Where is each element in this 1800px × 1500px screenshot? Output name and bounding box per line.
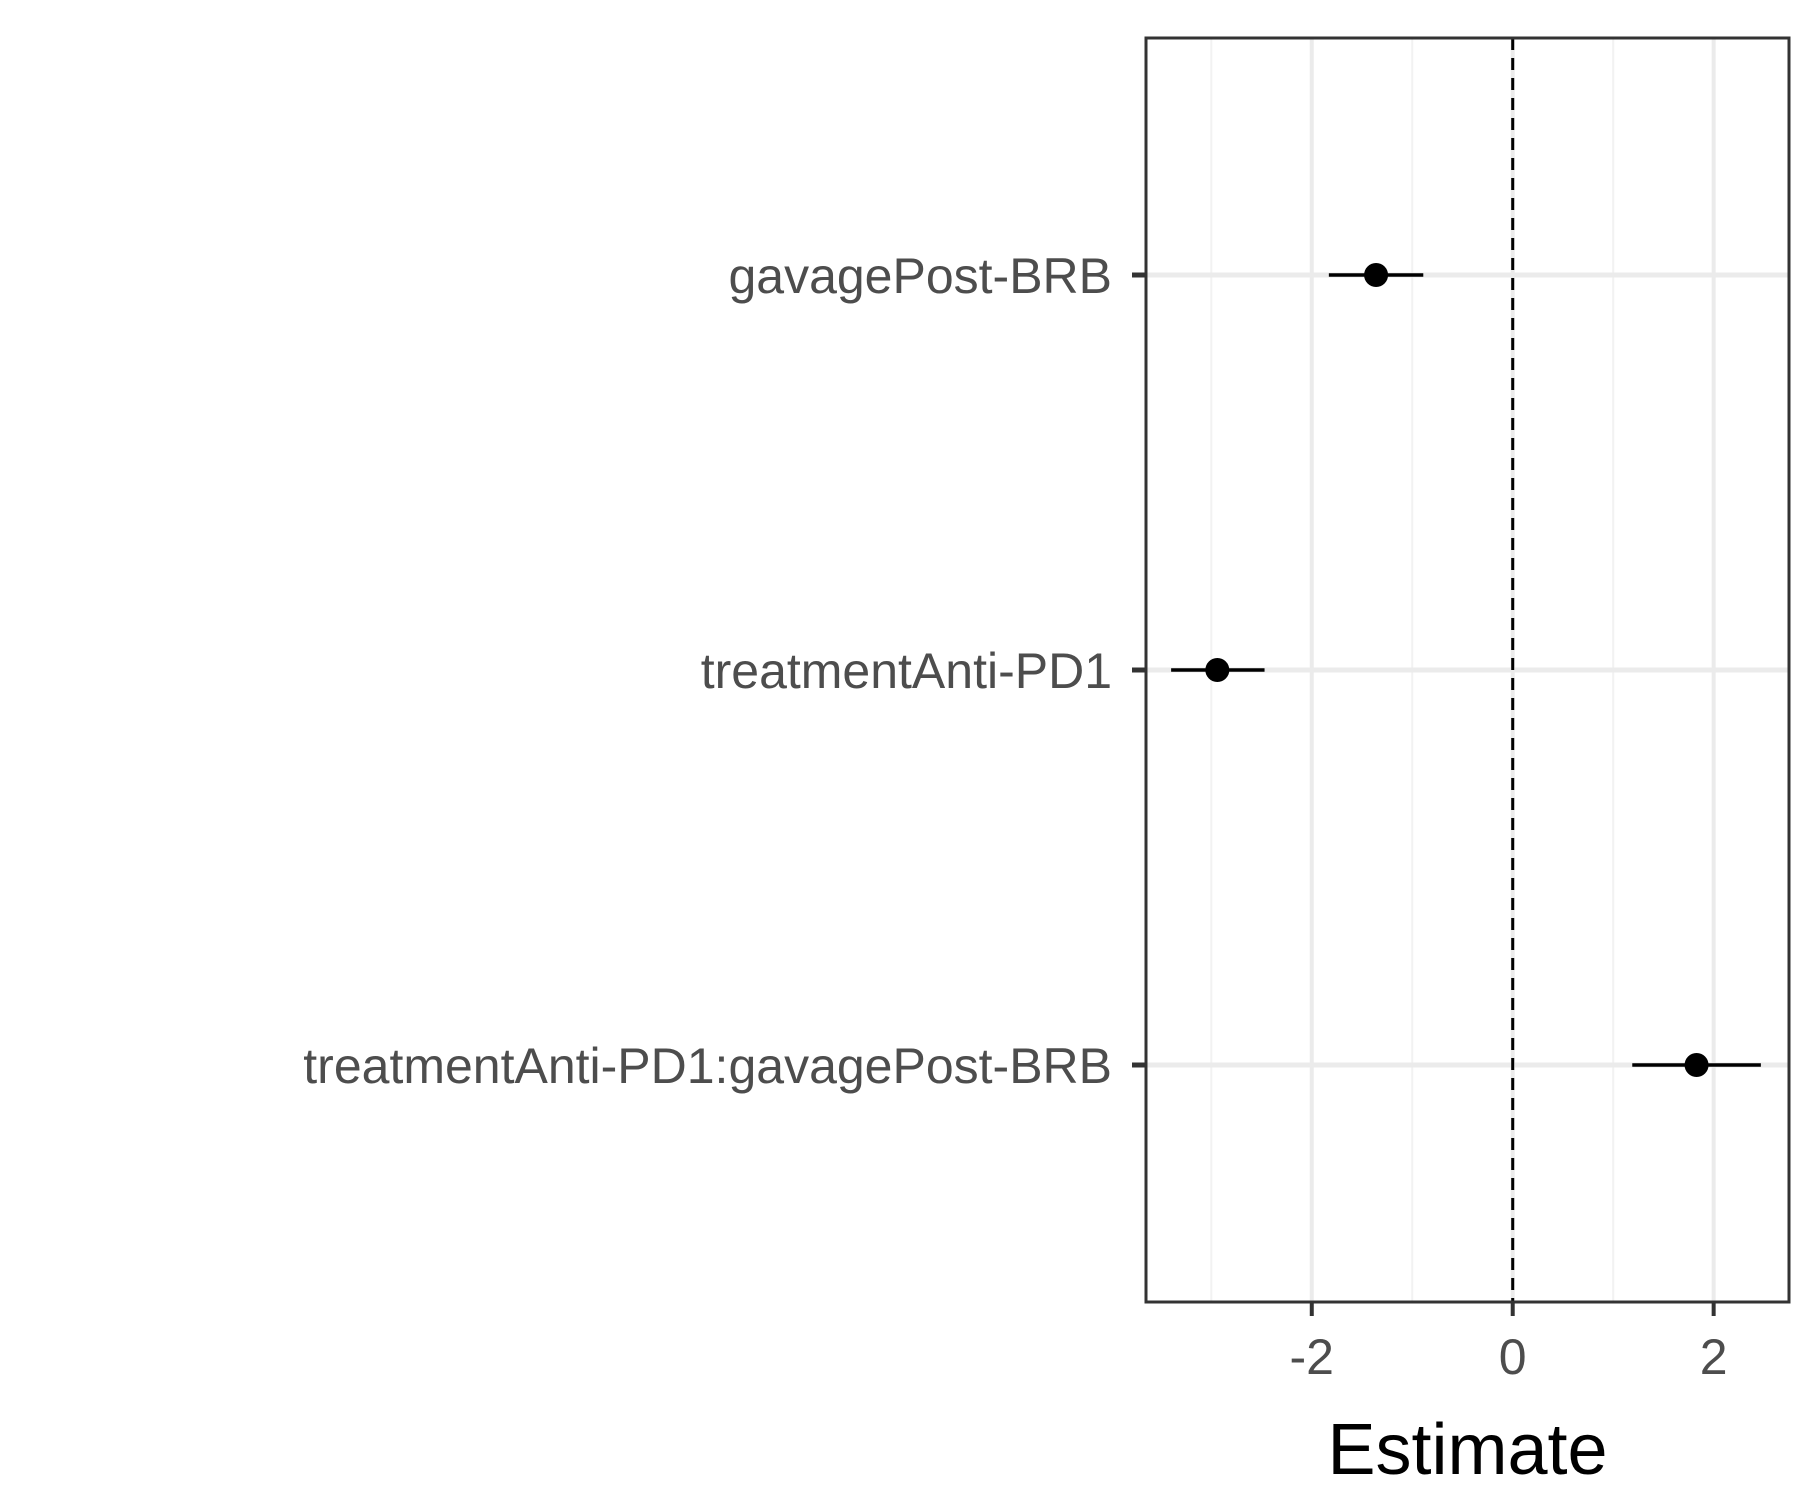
x-axis-ticks <box>1309 1302 1716 1316</box>
y-axis-labels: gavagePost-BRB treatmentAnti-PD1 treatment… <box>303 248 1112 1094</box>
y-tick-label-0: gavagePost-BRB <box>728 248 1112 304</box>
y-tick-label-2: treatmentAnti-PD1:gavagePost-BRB <box>303 1038 1112 1094</box>
x-tick-label-0: -2 <box>1290 1329 1334 1385</box>
estimate-points <box>1205 263 1709 1077</box>
x-tick-label-2: 2 <box>1700 1329 1728 1385</box>
estimate-point-1 <box>1205 658 1230 682</box>
x-axis-labels: -2 0 2 <box>1290 1329 1728 1385</box>
x-tick-label-1: 0 <box>1499 1329 1527 1385</box>
estimate-point-2 <box>1684 1053 1709 1077</box>
y-axis-ticks <box>1132 272 1146 1068</box>
y-tick-label-1: treatmentAnti-PD1 <box>701 643 1112 699</box>
x-axis-title: Estimate <box>1327 1410 1607 1490</box>
estimate-point-0 <box>1364 263 1389 287</box>
